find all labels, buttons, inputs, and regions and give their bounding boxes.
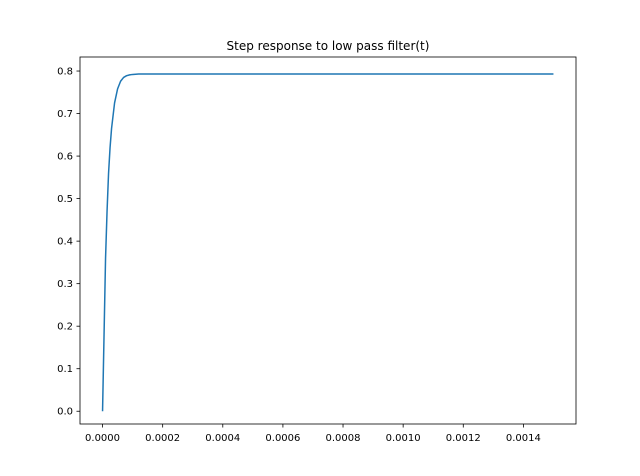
x-tick-label: 0.0010 xyxy=(386,433,421,444)
axes-frame xyxy=(79,56,577,425)
y-tick-label: 0.8 xyxy=(57,67,73,78)
x-tick-label: 0.0002 xyxy=(145,433,180,444)
plot-area: 0.0000 0.0002 0.0004 0.0006 0.0008 0.0010 0.00… xyxy=(57,67,554,444)
y-tick-label: 0.4 xyxy=(57,237,73,248)
y-tick-label: 0.1 xyxy=(57,364,73,375)
x-tick-label: 0.0008 xyxy=(326,433,361,444)
y-tick-label: 0.3 xyxy=(57,279,73,290)
y-tick-label: 0.6 xyxy=(57,152,73,163)
chart-title: Step response to low pass filter(t) xyxy=(227,39,430,53)
y-tick-label: 0.7 xyxy=(57,109,73,120)
x-tick-label: 0.0006 xyxy=(265,433,300,444)
series-line-0 xyxy=(101,73,554,412)
x-tick-label: 0.0014 xyxy=(506,433,541,444)
y-tick-label: 0.0 xyxy=(57,407,73,418)
y-tick-label: 0.2 xyxy=(57,322,73,333)
x-tick-label: 0.0012 xyxy=(446,433,481,444)
x-tick-label: 0.0004 xyxy=(205,433,240,444)
x-tick-label: 0.0000 xyxy=(85,433,120,444)
y-tick-label: 0.5 xyxy=(57,194,73,205)
